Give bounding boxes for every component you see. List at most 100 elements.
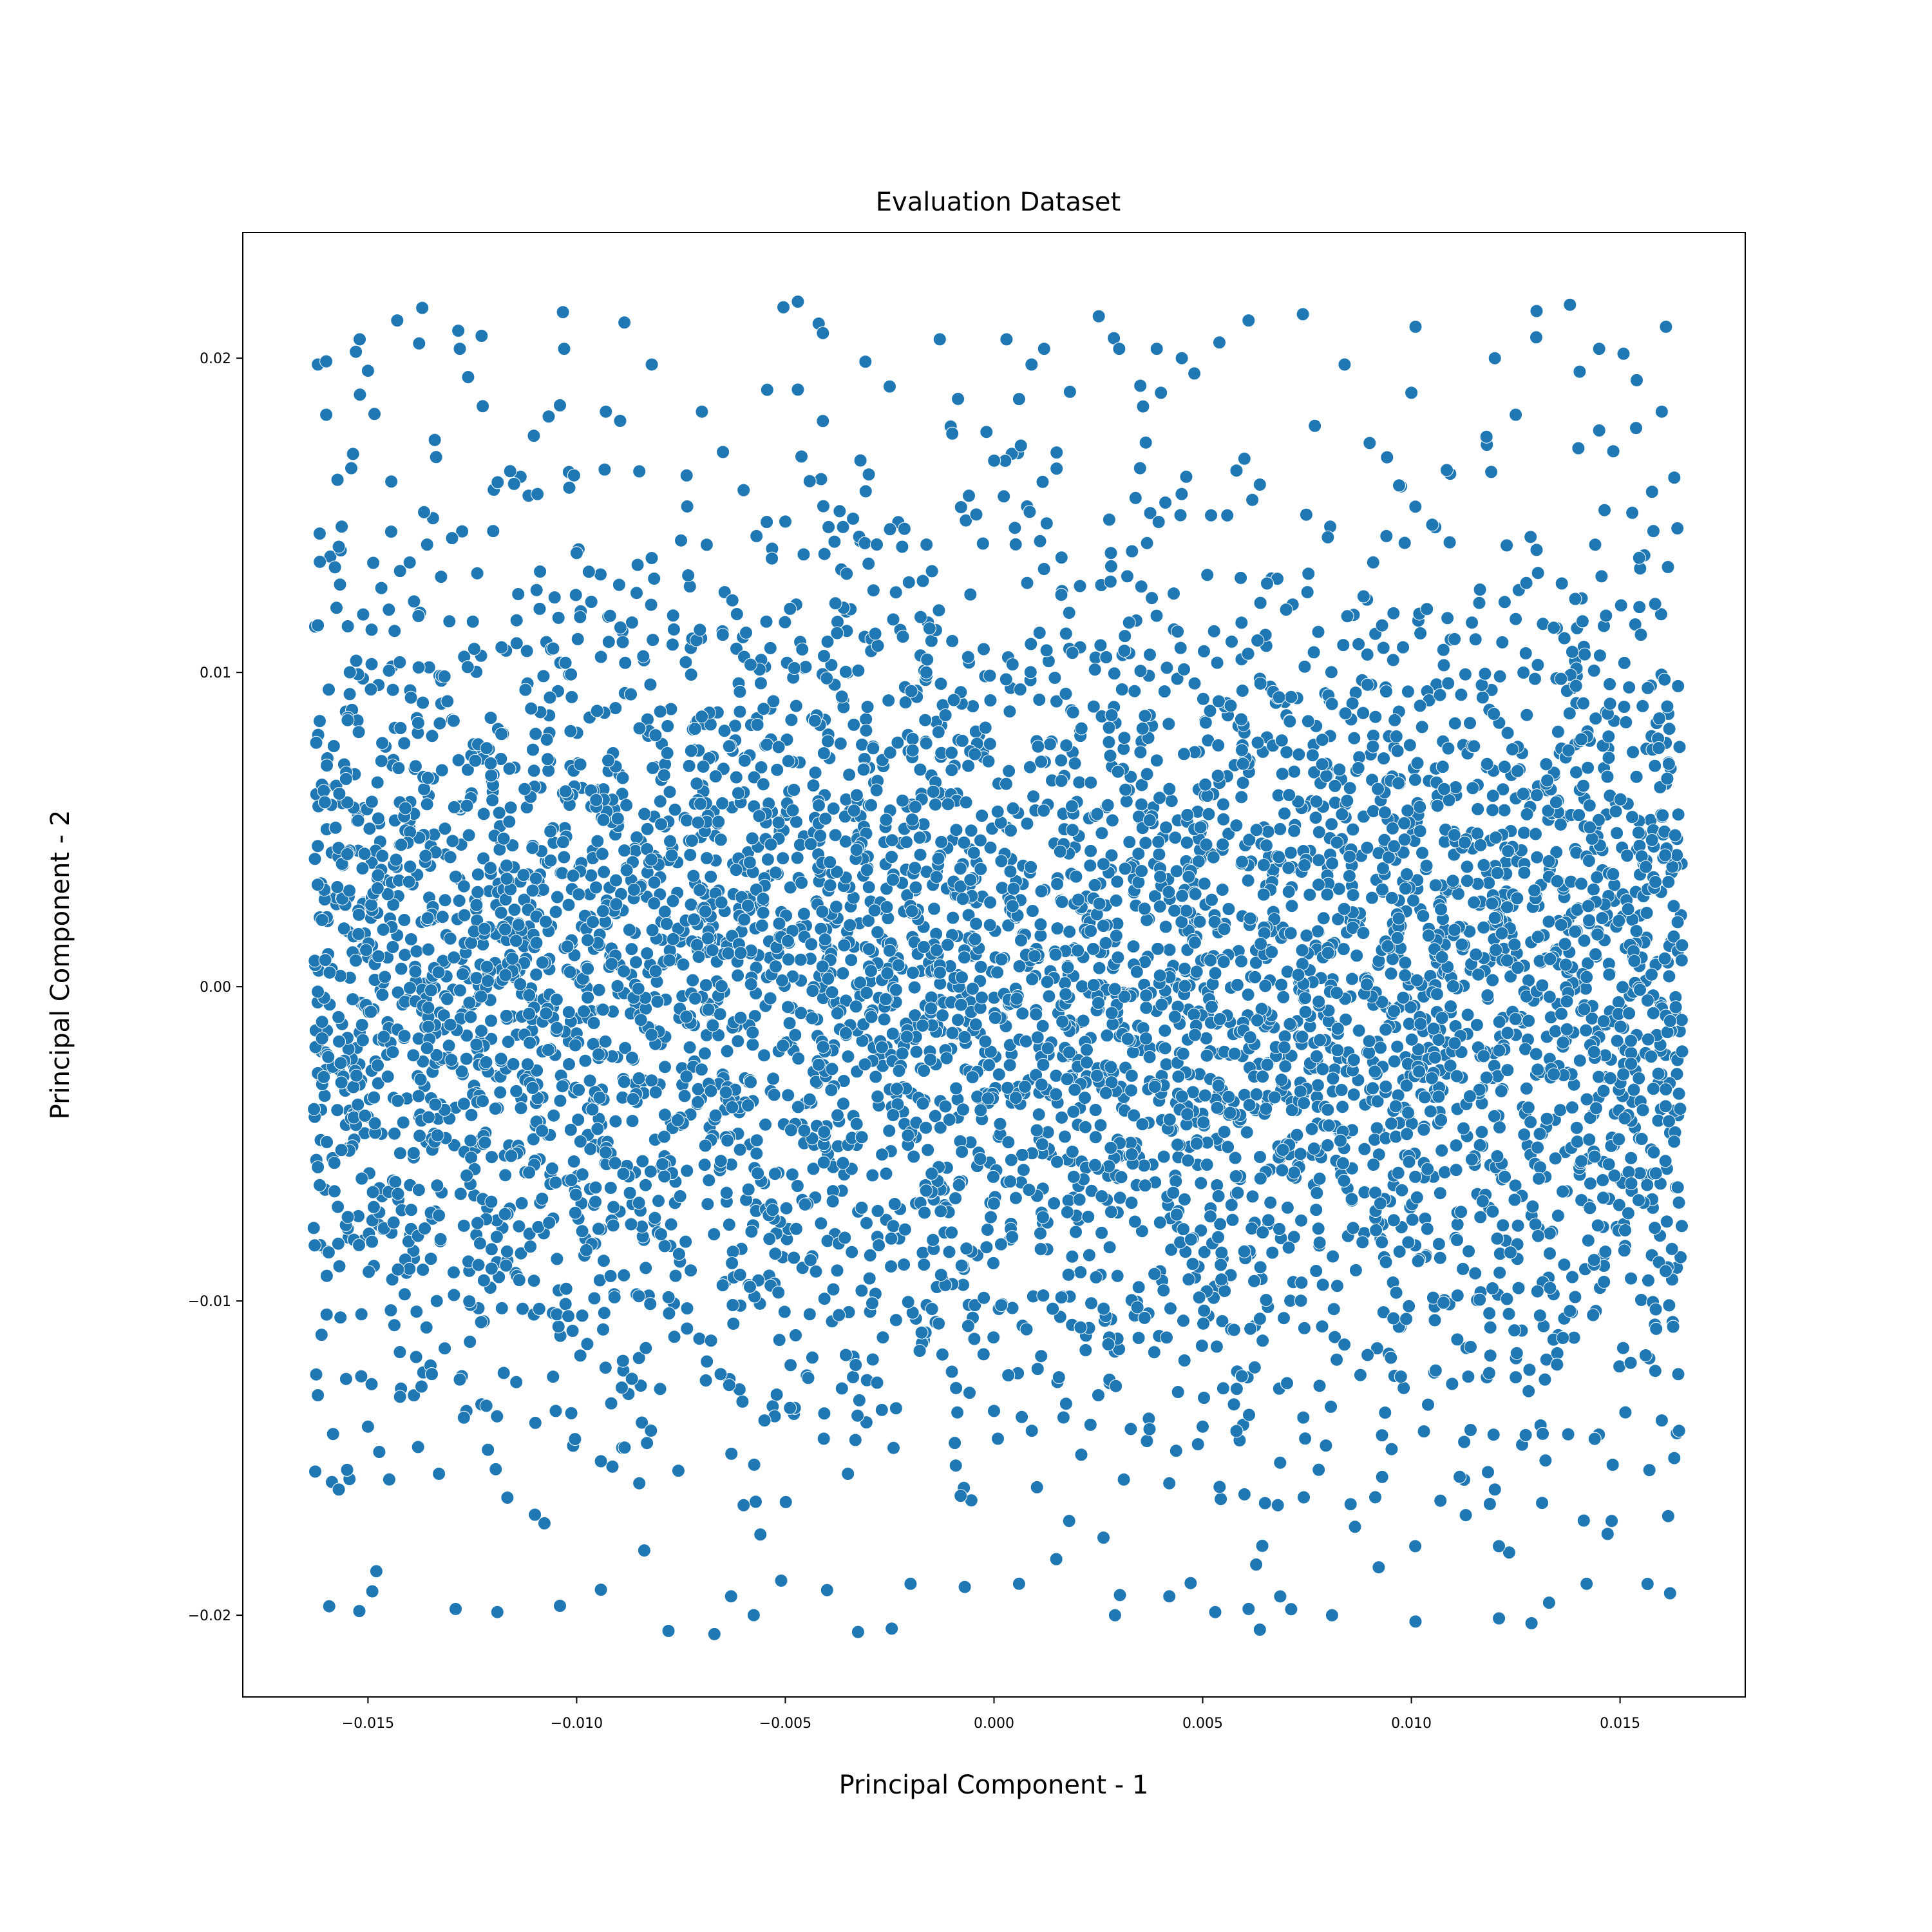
data-point	[1569, 765, 1583, 779]
data-point	[1502, 1307, 1516, 1321]
data-point	[1490, 1231, 1504, 1245]
data-point	[1003, 1058, 1017, 1072]
data-point	[502, 815, 516, 829]
data-point	[805, 1350, 819, 1365]
data-point	[455, 524, 469, 538]
data-point	[1126, 1045, 1140, 1059]
data-point	[932, 603, 946, 618]
data-point	[326, 1427, 340, 1441]
data-point	[1378, 833, 1392, 847]
data-point	[1194, 1224, 1208, 1238]
data-point	[1236, 776, 1250, 790]
data-point	[1346, 1221, 1360, 1235]
data-point	[1195, 1339, 1209, 1353]
data-point	[331, 1200, 345, 1214]
data-point	[963, 587, 978, 601]
data-point	[1343, 1497, 1358, 1511]
data-point	[1159, 495, 1173, 509]
data-point	[905, 732, 920, 746]
data-point	[1626, 745, 1640, 759]
data-point	[443, 931, 457, 945]
data-point	[1401, 1235, 1416, 1249]
data-point	[814, 1217, 828, 1231]
data-point	[1519, 646, 1533, 660]
data-point	[509, 1375, 524, 1389]
data-point	[747, 1457, 761, 1472]
data-point	[961, 908, 976, 922]
data-point	[1573, 1054, 1587, 1068]
data-point	[820, 1234, 835, 1248]
data-point	[1160, 661, 1174, 675]
data-point	[1578, 981, 1593, 996]
data-point	[1034, 1242, 1048, 1256]
data-point	[397, 1287, 412, 1302]
data-point	[1311, 625, 1325, 639]
data-point	[646, 633, 660, 647]
data-point	[1593, 649, 1607, 663]
data-point	[1463, 716, 1477, 730]
data-point	[1450, 1217, 1464, 1231]
data-point	[1173, 508, 1188, 522]
data-point	[1170, 672, 1184, 686]
data-point	[859, 723, 873, 737]
data-point	[1065, 1249, 1079, 1264]
data-point	[1107, 667, 1121, 681]
data-point	[1113, 1191, 1127, 1205]
data-point	[308, 852, 322, 866]
data-point	[550, 1307, 564, 1321]
data-point	[343, 687, 357, 701]
data-point	[1432, 1237, 1446, 1251]
data-point	[949, 1081, 963, 1095]
data-point	[757, 1048, 771, 1063]
data-point	[451, 753, 466, 767]
data-point	[562, 1057, 576, 1071]
data-point	[618, 316, 632, 330]
data-point	[1352, 637, 1366, 651]
data-point	[1025, 972, 1039, 986]
data-point	[687, 869, 701, 883]
data-point	[564, 1406, 578, 1420]
data-point	[455, 1065, 469, 1079]
data-point	[603, 1269, 618, 1283]
data-point	[493, 1085, 507, 1099]
data-point	[314, 1328, 328, 1342]
data-point	[1398, 956, 1412, 970]
data-point	[750, 529, 764, 543]
data-point	[1401, 685, 1415, 699]
data-point	[1307, 765, 1321, 779]
data-point	[1349, 1263, 1363, 1277]
data-point	[977, 642, 990, 656]
data-point	[779, 1495, 793, 1509]
data-point	[859, 712, 873, 726]
data-point	[1408, 773, 1422, 787]
data-point	[1285, 1103, 1299, 1117]
data-point	[1052, 1370, 1066, 1385]
data-point	[547, 591, 562, 605]
data-point	[1016, 1163, 1030, 1177]
data-point	[1012, 959, 1027, 973]
data-point	[949, 1191, 963, 1206]
data-point	[442, 1039, 456, 1053]
data-point	[987, 1331, 1001, 1345]
data-point	[1616, 980, 1629, 994]
data-point	[668, 1269, 683, 1283]
data-point	[766, 1072, 781, 1086]
data-point	[393, 1146, 407, 1160]
data-point	[663, 785, 677, 799]
data-point	[1283, 846, 1298, 860]
data-point	[1072, 775, 1086, 790]
data-point	[1215, 1314, 1229, 1328]
data-point	[1182, 1273, 1196, 1287]
data-point	[1340, 793, 1354, 808]
data-point	[1580, 1092, 1594, 1106]
data-point	[1392, 1245, 1406, 1258]
data-point	[1024, 637, 1038, 651]
data-point	[352, 1604, 366, 1618]
data-point	[567, 1155, 581, 1168]
data-point	[317, 1089, 332, 1103]
data-point	[1464, 1423, 1477, 1437]
data-point	[1073, 579, 1087, 593]
data-point	[1036, 1289, 1050, 1303]
data-point	[1128, 684, 1142, 698]
data-point	[1184, 1233, 1198, 1247]
